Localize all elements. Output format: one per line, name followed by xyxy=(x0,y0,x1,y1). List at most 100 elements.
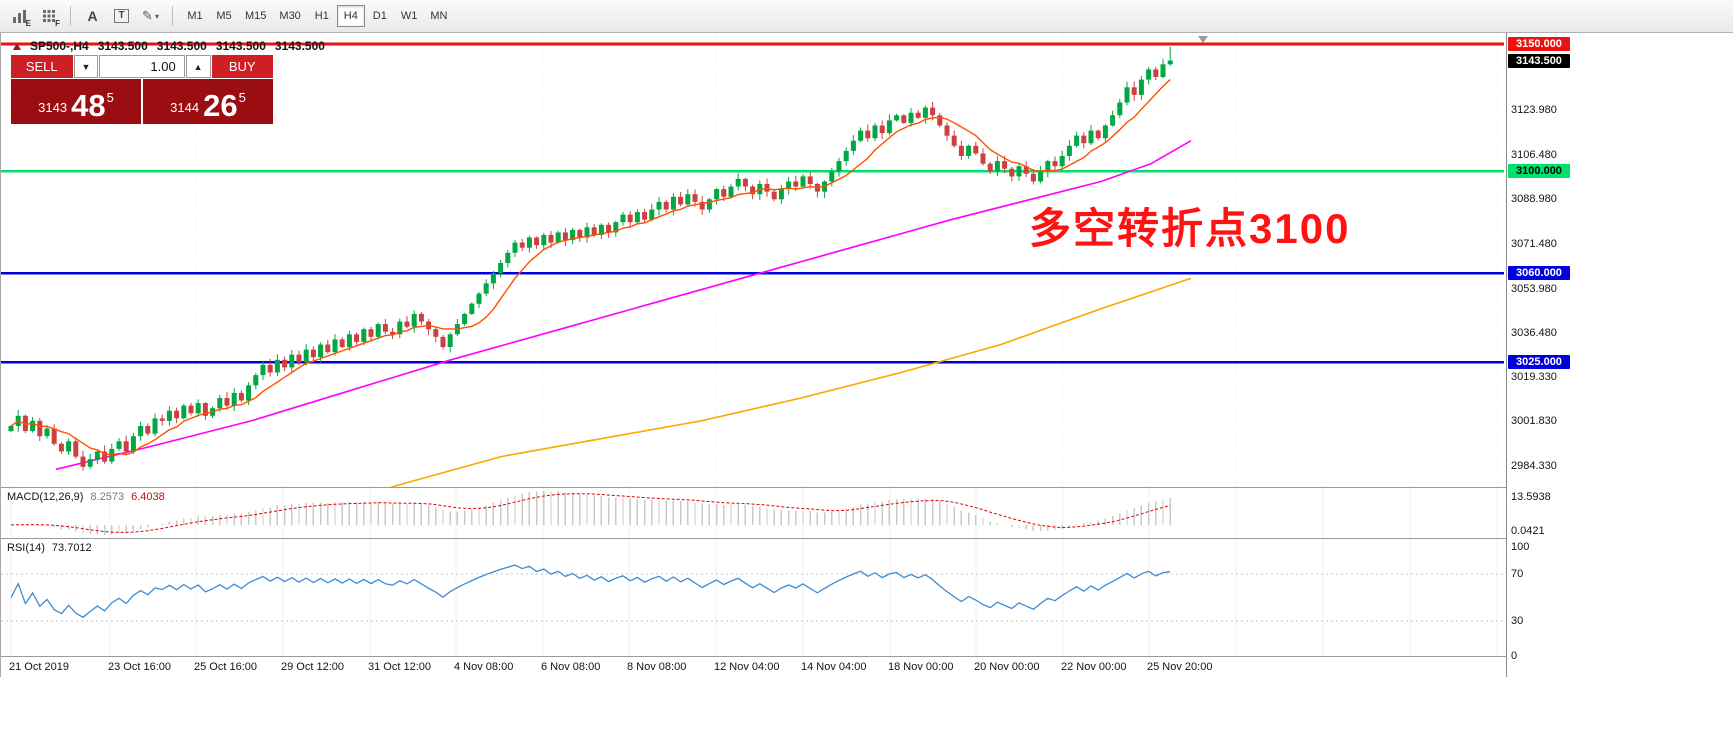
timeframe-button-m30[interactable]: M30 xyxy=(279,10,301,22)
fast-ma-line xyxy=(10,78,1171,456)
macd-scale-bottom: 0.0421 xyxy=(1511,525,1545,537)
timeframe-button-m5[interactable]: M5 xyxy=(216,10,232,22)
timeframe-button-w1[interactable]: W1 xyxy=(400,10,418,22)
price-badge-3100.000: 3100.000 xyxy=(1508,164,1570,178)
sell-price-display[interactable]: 3143 48 5 xyxy=(11,79,141,124)
panel-separator[interactable] xyxy=(1,487,1572,488)
price-axis-label: 3071.480 xyxy=(1511,238,1557,250)
timeframe-button-h1[interactable]: H1 xyxy=(314,10,329,22)
macd-scale-top: 13.5938 xyxy=(1511,491,1551,503)
grid-lines xyxy=(10,33,1498,487)
price-axis-label: 2984.330 xyxy=(1511,460,1557,472)
one-click-trading-panel: SELL ▼ 1.00 ▲ BUY 3143 48 5 3144 26 5 xyxy=(11,55,273,124)
low-value: 3143.500 xyxy=(215,39,266,53)
time-axis-label: 18 Nov 00:00 xyxy=(888,661,954,673)
volume-input[interactable]: 1.00 xyxy=(99,55,185,78)
price-axis-label: 3019.330 xyxy=(1511,371,1557,383)
price-axis-label: 3053.980 xyxy=(1511,283,1557,295)
time-axis[interactable]: 21 Oct 2019 23 Oct 16:00 25 Oct 16:00 29 Oc… xyxy=(1,657,1506,677)
horizontal-level-lines[interactable] xyxy=(1,42,1504,364)
timeframe-button-h4[interactable]: H4 xyxy=(336,5,365,27)
price-badge-3150.000: 3150.000 xyxy=(1508,37,1570,51)
time-axis-label: 31 Oct 12:00 xyxy=(368,661,431,673)
slow-moving-average-lines xyxy=(55,140,1192,487)
rsi-scale-70: 70 xyxy=(1511,568,1524,580)
textbox-tool-button[interactable]: T xyxy=(108,4,135,28)
time-axis-label: 20 Nov 00:00 xyxy=(974,661,1040,673)
time-axis-label: 14 Nov 04:00 xyxy=(801,661,867,673)
rsi-indicator-label: RSI(14) 73.7012 xyxy=(7,542,92,554)
close-value: 3143.500 xyxy=(274,39,325,53)
macd-title: MACD(12,26,9) xyxy=(7,491,84,503)
timeframe-toolbar: M1 M5 M15 M30 H1 H4 D1 W1 MN xyxy=(181,5,453,27)
rsi-line xyxy=(10,564,1171,619)
grid-icon xyxy=(42,10,55,22)
buy-button[interactable]: BUY xyxy=(211,55,273,78)
sell-button[interactable]: SELL xyxy=(11,55,73,78)
time-axis-label: 8 Nov 08:00 xyxy=(627,661,687,673)
symbol-period-label: SP500-,H4 xyxy=(30,39,89,53)
timeframe-button-mn[interactable]: MN xyxy=(430,10,448,22)
buy-price-sup: 5 xyxy=(238,90,246,105)
pencil-icon: ✎ xyxy=(142,8,153,23)
text-tool-button[interactable]: A xyxy=(79,4,106,28)
timeframe-button-m15[interactable]: M15 xyxy=(245,10,267,22)
sell-price-big: 48 xyxy=(71,87,106,123)
price-axis-label: 3088.980 xyxy=(1511,193,1557,205)
timeframe-button-d1[interactable]: D1 xyxy=(372,10,387,22)
price-axis[interactable]: 3123.980 3106.480 3088.980 3071.480 3053.980… xyxy=(1506,33,1572,677)
buy-price-big: 26 xyxy=(203,87,238,123)
open-value: 3143.500 xyxy=(97,39,148,53)
panel-separator[interactable] xyxy=(1,538,1572,539)
top-toolbar: E F A T ✎ ▾ M1 M5 M15 M30 H1 H4 D1 W1 MN xyxy=(0,0,1733,33)
grid-tool-button[interactable]: F xyxy=(35,4,62,28)
price-axis-label: 3001.830 xyxy=(1511,415,1557,427)
volume-dropdown-button[interactable]: ▼ xyxy=(73,55,99,78)
price-badge-3060.000: 3060.000 xyxy=(1508,266,1570,280)
chart-header: SP500-,H4 3143.500 3143.500 3143.500 314… xyxy=(13,39,325,53)
draw-tool-button[interactable]: ✎ ▾ xyxy=(137,4,164,28)
new-chart-button[interactable]: E xyxy=(6,4,33,28)
time-axis-label: 6 Nov 08:00 xyxy=(541,661,601,673)
high-value: 3143.500 xyxy=(156,39,207,53)
macd-histogram xyxy=(10,491,1171,535)
textbox-icon: T xyxy=(114,9,129,23)
toolbar-separator xyxy=(172,6,173,26)
chart-area[interactable]: SP500-,H4 3143.500 3143.500 3143.500 314… xyxy=(0,33,1572,677)
price-axis-label: 3123.980 xyxy=(1511,104,1557,116)
chevron-up-icon: ▲ xyxy=(193,61,203,72)
time-axis-label: 12 Nov 04:00 xyxy=(714,661,780,673)
toolbar-separator xyxy=(70,6,71,26)
time-axis-label: 25 Nov 20:00 xyxy=(1147,661,1213,673)
rsi-scale-100: 100 xyxy=(1511,541,1530,553)
main-price-chart[interactable] xyxy=(1,33,1506,487)
sell-price-sup: 5 xyxy=(106,90,114,105)
timeframe-button-m1[interactable]: M1 xyxy=(187,10,203,22)
time-axis-label: 21 Oct 2019 xyxy=(9,661,69,673)
time-axis-label: 22 Nov 00:00 xyxy=(1061,661,1127,673)
rsi-scale-30: 30 xyxy=(1511,615,1524,627)
macd-grid xyxy=(10,488,1498,538)
macd-signal-value: 6.4038 xyxy=(131,491,165,503)
rsi-panel[interactable] xyxy=(1,539,1506,656)
buy-price-prefix: 3144 xyxy=(170,100,200,115)
text-a-icon: A xyxy=(87,8,98,24)
symbol-marker-icon xyxy=(13,42,21,50)
time-axis-label: 25 Oct 16:00 xyxy=(194,661,257,673)
time-axis-label: 23 Oct 16:00 xyxy=(108,661,171,673)
macd-panel[interactable] xyxy=(1,488,1506,538)
chevron-down-icon: ▾ xyxy=(154,11,159,21)
time-axis-label: 4 Nov 08:00 xyxy=(454,661,514,673)
sell-price-prefix: 3143 xyxy=(38,100,68,115)
rsi-scale-0: 0 xyxy=(1511,650,1518,662)
chart-shift-marker[interactable] xyxy=(1198,36,1208,43)
macd-main-value: 8.2573 xyxy=(90,491,125,503)
price-axis-label: 3106.480 xyxy=(1511,149,1557,161)
panel-separator xyxy=(1,656,1572,657)
buy-price-display[interactable]: 3144 26 5 xyxy=(143,79,273,124)
volume-stepper-up[interactable]: ▲ xyxy=(185,55,211,78)
chart-annotation-text[interactable]: 多空转折点3100 xyxy=(1029,205,1351,252)
macd-signal-line xyxy=(10,493,1171,533)
price-axis-label: 3036.480 xyxy=(1511,327,1557,339)
